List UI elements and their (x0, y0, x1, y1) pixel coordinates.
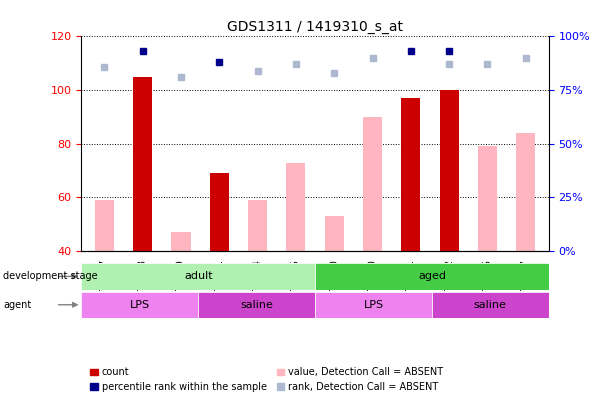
Bar (324, 216, 344, 251)
Bar (401, 98, 420, 251)
Bar (286, 162, 306, 251)
Legend: count, percentile rank within the sample, value, Detection Call = ABSENT, rank, : count, percentile rank within the sample… (86, 363, 447, 396)
Bar (248, 200, 267, 251)
Bar (440, 90, 459, 251)
Bar (363, 117, 382, 251)
Bar (81, 292, 198, 318)
Title: GDS1311 / 1419310_s_at: GDS1311 / 1419310_s_at (227, 20, 403, 34)
Bar (133, 77, 153, 251)
Text: LPS: LPS (364, 300, 384, 310)
Text: saline: saline (474, 300, 507, 310)
Bar (315, 292, 432, 318)
Bar (315, 263, 549, 290)
Text: saline: saline (240, 300, 273, 310)
Bar (95, 200, 114, 251)
Bar (478, 147, 497, 251)
Text: adult: adult (184, 271, 212, 281)
Bar (81, 263, 315, 290)
Text: agent: agent (3, 300, 31, 309)
Text: aged: aged (418, 271, 446, 281)
Bar (210, 173, 229, 251)
Bar (171, 232, 191, 251)
Bar (198, 292, 315, 318)
Text: LPS: LPS (130, 300, 150, 310)
Text: development stage: development stage (3, 271, 98, 281)
Bar (432, 292, 549, 318)
Bar (516, 133, 535, 251)
